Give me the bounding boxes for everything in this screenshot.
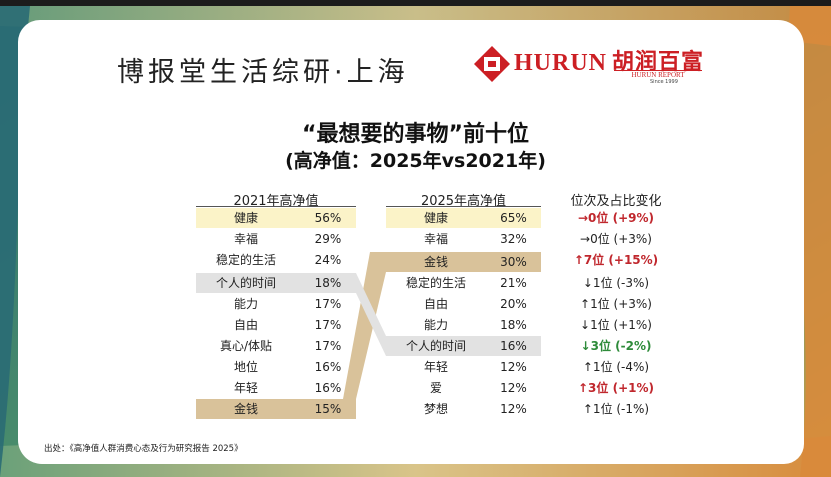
row-2021-item: 地位 [233,360,258,374]
highlight-health-2021 [196,208,356,228]
row-2021-pct: 16% [314,360,342,374]
header-2021: 2021年高净值 [233,194,319,209]
row-2025-pct: 18% [500,318,527,332]
hurun-report-label: HURUN REPORT [614,70,702,79]
row-2025-item: 自由 [423,297,448,311]
hurun-logo-icon [474,46,510,82]
row-2025-item: 稳定的生活 [405,276,466,290]
rank-change: ↓3位 (-2%) [580,339,652,353]
brand-title: 博报堂生活综研·上海 [117,57,409,88]
row-2021-item: 稳定的生活 [215,253,276,267]
row-2025-item: 个人的时间 [405,339,466,353]
row-2021-item: 幸福 [233,232,258,246]
row-2025-item: 幸福 [423,232,448,246]
row-2021-pct: 24% [314,253,342,267]
row-2021-pct: 17% [314,318,342,332]
highlight-money-2021 [196,399,356,419]
row-2025-pct: 12% [500,402,527,416]
window-top-bar [0,0,831,6]
rank-change: ↑3位 (+1%) [578,381,654,395]
row-2021-item: 真心/体贴 [219,339,273,353]
slide-title: “最想要的事物”前十位 [302,122,529,147]
rank-change: ↑7位 (+15%) [573,253,659,267]
rank-change: ↑1位 (-1%) [582,402,650,416]
row-2021-pct: 15% [314,402,342,416]
row-2025-item: 年轻 [423,360,448,374]
row-2025-pct: 12% [500,381,527,395]
row-2021-pct: 18% [314,276,342,290]
row-2025-item: 金钱 [423,255,448,269]
connector-money [343,252,386,399]
rank-change: ↑1位 (+3%) [580,297,652,311]
highlight-money-2025 [386,252,541,272]
header-2021-line [196,206,356,207]
rank-change: →0位 (+3%) [580,232,652,246]
source-note: 出处：《高净值人群消费心态及行为研究报告 2025》 [44,444,243,454]
highlight-health-2025 [386,208,541,228]
slide-subtitle: (高净值：2025年vs2021年) [285,150,546,172]
header-2025-line [386,206,541,207]
row-2025-pct: 65% [500,211,527,225]
row-2021-pct: 29% [314,232,342,246]
row-2025-pct: 16% [500,339,527,353]
connector-personal-time [356,273,386,356]
rank-change: ↓1位 (+1%) [580,318,652,332]
slide-card [18,20,804,464]
highlight-time-2025 [386,336,541,356]
row-2025-item: 爱 [429,381,442,395]
row-2021-item: 金钱 [233,402,258,416]
row-2021-item: 能力 [233,297,258,311]
hurun-since-label: Since 1999 [650,79,678,85]
row-2021-pct: 17% [314,339,342,353]
row-2021-item: 健康 [233,211,258,225]
row-2021-item: 年轻 [233,381,258,395]
row-2025-pct: 30% [500,255,527,269]
row-2021-item: 自由 [233,318,258,332]
row-2025-pct: 12% [500,360,527,374]
row-2025-pct: 21% [500,276,527,290]
row-2021-pct: 16% [314,381,342,395]
header-2025: 2025年高净值 [420,194,507,209]
hurun-logo-text: HURUN [514,50,607,76]
rank-change: ↓1位 (-3%) [582,276,650,290]
row-2021-pct: 17% [314,297,342,311]
row-2025-item: 能力 [423,318,448,332]
highlight-time-2021 [196,273,356,293]
row-2025-pct: 20% [500,297,527,311]
row-2021-item: 个人的时间 [215,276,276,290]
row-2025-item: 健康 [423,211,448,225]
header-change: 位次及占比变化 [570,194,662,209]
rank-change: →0位 (+9%) [578,211,654,225]
row-2021-pct: 56% [314,211,342,225]
row-2025-item: 梦想 [423,402,448,416]
row-2025-pct: 32% [500,232,527,246]
rank-change: ↑1位 (-4%) [582,360,650,374]
